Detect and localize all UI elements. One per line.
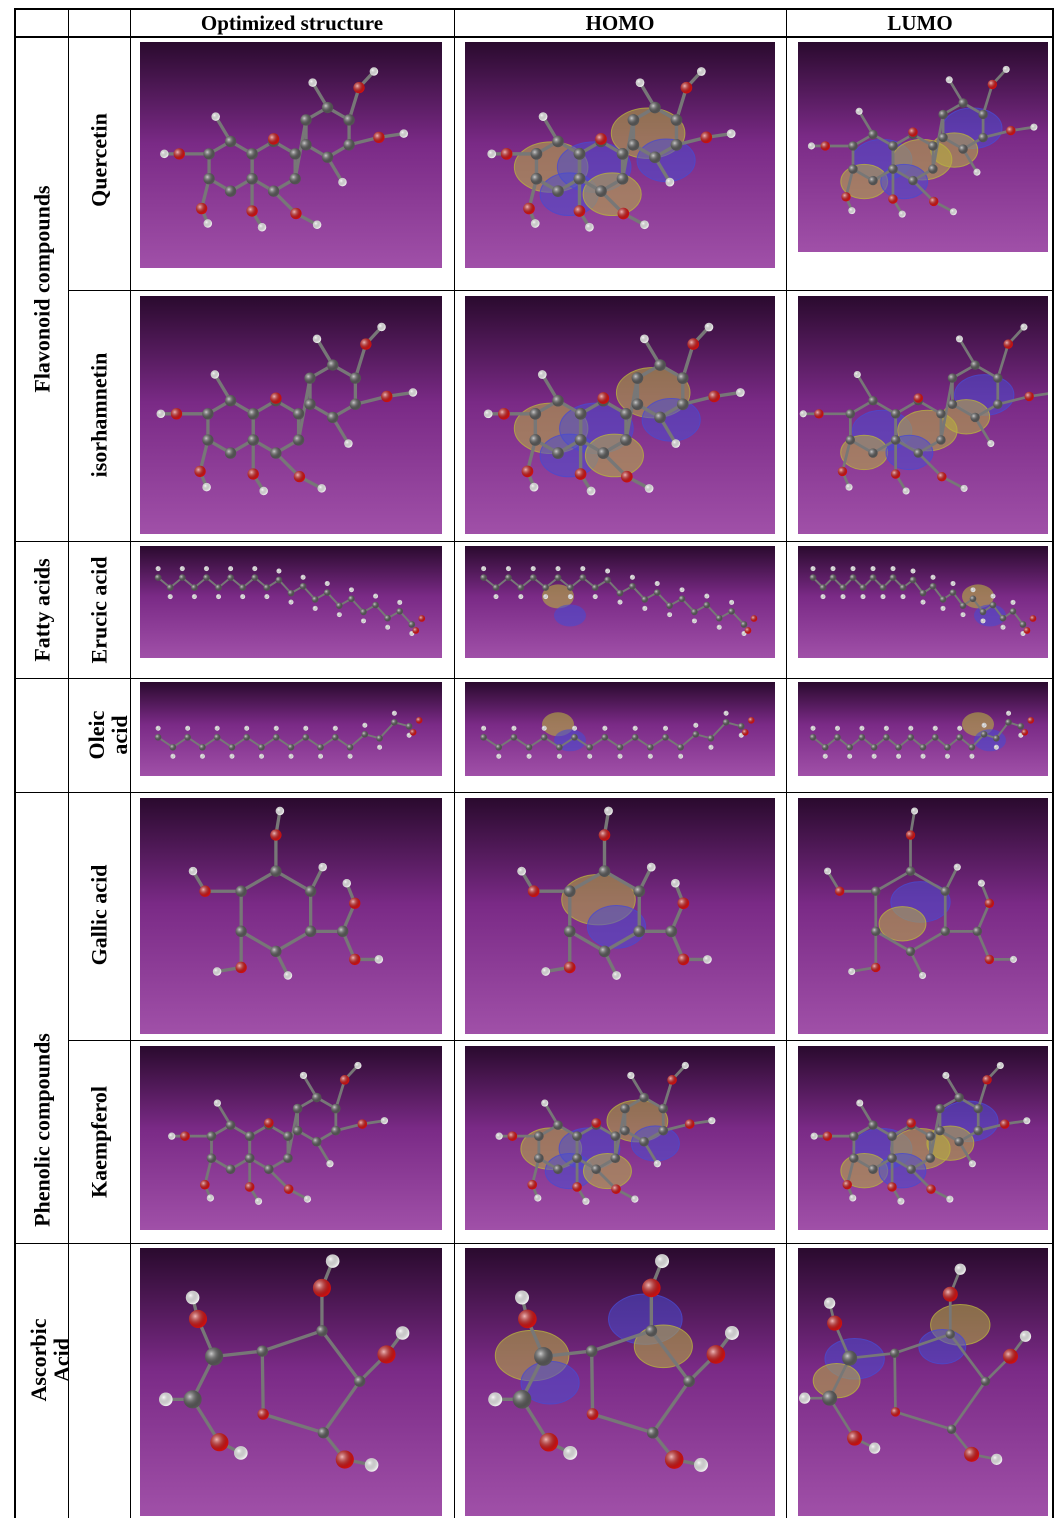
compound-label-oleic-line1: Oleic (83, 710, 109, 760)
table-border-left (14, 8, 16, 1518)
compound-label-erucic-acid: Erucic acid (86, 556, 112, 664)
header-lumo: LUMO (887, 11, 953, 35)
panel-gallic-struct (140, 798, 442, 1034)
panel-oleic-homo (465, 682, 775, 776)
panel-gallic-homo (465, 798, 775, 1034)
col-divider-lumo (786, 8, 787, 1518)
group-label-ascorbic: Ascorbic Acid (25, 1318, 74, 1402)
group-label-fatty-acids: Fatty acids (29, 558, 55, 662)
table-border-right (1052, 8, 1054, 1518)
panel-quercetin-struct (140, 42, 442, 268)
row-divider-2 (14, 541, 1054, 542)
panel-oleic-lumo (798, 682, 1048, 776)
panel-quercetin-lumo (798, 42, 1048, 252)
table-border-top (14, 8, 1054, 10)
header-divider (14, 36, 1054, 38)
panel-gallic-lumo (798, 798, 1048, 1034)
compound-label-oleic-acid: Oleic acid (83, 710, 132, 760)
group-label-ascorbic-line1: Ascorbic (25, 1318, 51, 1402)
compound-label-isorhamnetin: isorhamnetin (86, 352, 112, 478)
panel-erucic-homo (465, 546, 775, 658)
compound-label-kaempferol: Kaempferol (86, 1085, 112, 1199)
row-divider-4 (14, 792, 1054, 793)
panel-ascorbic-struct (140, 1248, 442, 1516)
compound-label-quercetin: Quercetin (86, 113, 112, 207)
row-divider-3 (14, 678, 1054, 679)
group-label-flavonoid: Flavonoid compounds (29, 185, 55, 393)
col-divider-group (68, 8, 69, 1518)
group-label-phenolic: Phenolic compounds (29, 1033, 55, 1227)
panel-isorhamnetin-struct (140, 296, 442, 534)
row-divider-5 (68, 1040, 1054, 1041)
panel-erucic-lumo (798, 546, 1048, 658)
compound-label-oleic-line2: acid (107, 715, 132, 755)
col-divider-homo (454, 8, 455, 1518)
group-label-ascorbic-line2: Acid (49, 1338, 74, 1382)
panel-ascorbic-lumo (798, 1248, 1048, 1516)
panel-isorhamnetin-homo (465, 296, 775, 534)
panel-isorhamnetin-lumo (798, 296, 1048, 534)
col-divider-name (130, 8, 131, 1518)
header-optimized-structure: Optimized structure (200, 11, 384, 35)
panel-kaempferol-struct (140, 1046, 442, 1230)
panel-kaempferol-homo (465, 1046, 775, 1230)
row-divider-1 (68, 290, 1054, 291)
header-homo: HOMO (585, 11, 655, 35)
panel-kaempferol-lumo (798, 1046, 1048, 1230)
compound-label-gallic-acid: Gallic acid (86, 864, 112, 966)
panel-oleic-struct (140, 682, 442, 776)
row-divider-6 (14, 1243, 1054, 1244)
panel-ascorbic-homo (465, 1248, 775, 1516)
panel-quercetin-homo (465, 42, 775, 268)
panel-erucic-struct (140, 546, 442, 658)
